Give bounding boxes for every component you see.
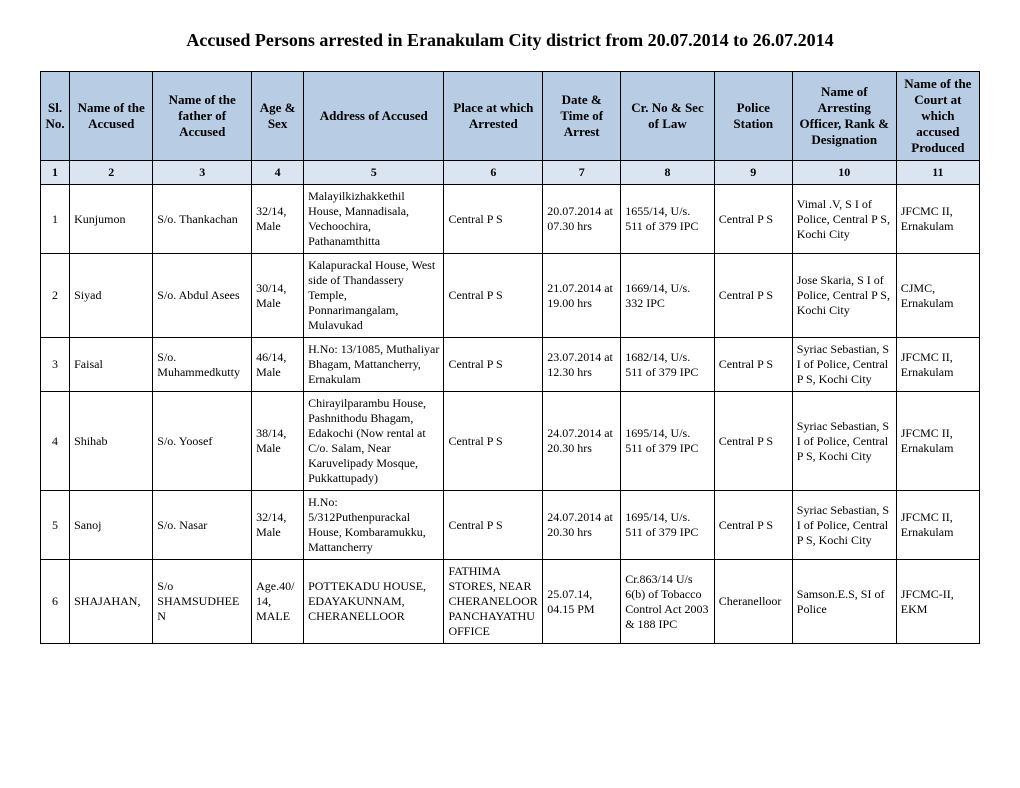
cell-station: Central P S bbox=[714, 392, 792, 491]
cell-name: Shihab bbox=[70, 392, 153, 491]
table-row: 4 Shihab S/o. Yoosef 38/14, Male Chirayi… bbox=[41, 392, 980, 491]
cell-name: SHAJAHAN, bbox=[70, 560, 153, 644]
cell-court: JFCMC-II, EKM bbox=[896, 560, 979, 644]
colnum: 7 bbox=[543, 161, 621, 185]
cell-age: 38/14, Male bbox=[252, 392, 304, 491]
cell-name: Siyad bbox=[70, 254, 153, 338]
colnum: 3 bbox=[153, 161, 252, 185]
cell-address: Kalapurackal House, West side of Thandas… bbox=[304, 254, 444, 338]
cell-sl: 3 bbox=[41, 338, 70, 392]
cell-sl: 4 bbox=[41, 392, 70, 491]
cell-name: Sanoj bbox=[70, 491, 153, 560]
cell-age: 30/14, Male bbox=[252, 254, 304, 338]
cell-crno: 1695/14, U/s. 511 of 379 IPC bbox=[621, 392, 715, 491]
table-row: 1 Kunjumon S/o. Thankachan 32/14, Male M… bbox=[41, 185, 980, 254]
colnum: 9 bbox=[714, 161, 792, 185]
cell-address: H.No: 5/312Puthenpurackal House, Kombara… bbox=[304, 491, 444, 560]
cell-father: S/o. Yoosef bbox=[153, 392, 252, 491]
cell-place: Central P S bbox=[444, 491, 543, 560]
cell-sl: 5 bbox=[41, 491, 70, 560]
cell-officer: Samson.E.S, SI of Police bbox=[792, 560, 896, 644]
colnum: 1 bbox=[41, 161, 70, 185]
colnum: 10 bbox=[792, 161, 896, 185]
cell-address: Chirayilparambu House, Pashnithodu Bhaga… bbox=[304, 392, 444, 491]
cell-court: JFCMC II, Ernakulam bbox=[896, 392, 979, 491]
cell-age: Age.40/14, MALE bbox=[252, 560, 304, 644]
cell-father: S/o SHAMSUDHEEN bbox=[153, 560, 252, 644]
cell-officer: Vimal .V, S I of Police, Central P S, Ko… bbox=[792, 185, 896, 254]
cell-officer: Syriac Sebastian, S I of Police, Central… bbox=[792, 392, 896, 491]
col-age: Age & Sex bbox=[252, 72, 304, 161]
col-place: Place at which Arrested bbox=[444, 72, 543, 161]
col-crno: Cr. No & Sec of Law bbox=[621, 72, 715, 161]
header-row: Sl. No. Name of the Accused Name of the … bbox=[41, 72, 980, 161]
table-row: 6 SHAJAHAN, S/o SHAMSUDHEEN Age.40/14, M… bbox=[41, 560, 980, 644]
col-officer: Name of Arresting Officer, Rank & Design… bbox=[792, 72, 896, 161]
colnum: 6 bbox=[444, 161, 543, 185]
cell-crno: 1695/14, U/s. 511 of 379 IPC bbox=[621, 491, 715, 560]
cell-date: 24.07.2014 at 20.30 hrs bbox=[543, 392, 621, 491]
page-title: Accused Persons arrested in Eranakulam C… bbox=[40, 30, 980, 51]
colnum: 2 bbox=[70, 161, 153, 185]
cell-father: S/o. Nasar bbox=[153, 491, 252, 560]
cell-address: H.No: 13/1085, Muthaliyar Bhagam, Mattan… bbox=[304, 338, 444, 392]
col-address: Address of Accused bbox=[304, 72, 444, 161]
cell-court: JFCMC II, Ernakulam bbox=[896, 185, 979, 254]
cell-place: Central P S bbox=[444, 185, 543, 254]
cell-sl: 1 bbox=[41, 185, 70, 254]
cell-address: Malayilkizhakkethil House, Mannadisala, … bbox=[304, 185, 444, 254]
cell-date: 20.07.2014 at 07.30 hrs bbox=[543, 185, 621, 254]
cell-station: Cheranelloor bbox=[714, 560, 792, 644]
column-number-row: 1 2 3 4 5 6 7 8 9 10 11 bbox=[41, 161, 980, 185]
cell-crno: 1682/14, U/s. 511 of 379 IPC bbox=[621, 338, 715, 392]
table-row: 2 Siyad S/o. Abdul Asees 30/14, Male Kal… bbox=[41, 254, 980, 338]
cell-address: POTTEKADU HOUSE, EDAYAKUNNAM, CHERANELLO… bbox=[304, 560, 444, 644]
cell-place: FATHIMA STORES, NEAR CHERANELOOR PANCHAY… bbox=[444, 560, 543, 644]
cell-officer: Jose Skaria, S I of Police, Central P S,… bbox=[792, 254, 896, 338]
cell-crno: 1669/14, U/s. 332 IPC bbox=[621, 254, 715, 338]
cell-father: S/o. Muhammedkutty bbox=[153, 338, 252, 392]
arrest-table: Sl. No. Name of the Accused Name of the … bbox=[40, 71, 980, 644]
cell-crno: 1655/14, U/s. 511 of 379 IPC bbox=[621, 185, 715, 254]
cell-place: Central P S bbox=[444, 392, 543, 491]
col-sl: Sl. No. bbox=[41, 72, 70, 161]
cell-station: Central P S bbox=[714, 491, 792, 560]
col-date: Date & Time of Arrest bbox=[543, 72, 621, 161]
cell-age: 32/14, Male bbox=[252, 185, 304, 254]
colnum: 4 bbox=[252, 161, 304, 185]
cell-station: Central P S bbox=[714, 254, 792, 338]
cell-court: JFCMC II, Ernakulam bbox=[896, 338, 979, 392]
colnum: 11 bbox=[896, 161, 979, 185]
cell-court: CJMC, Ernakulam bbox=[896, 254, 979, 338]
cell-station: Central P S bbox=[714, 338, 792, 392]
cell-crno: Cr.863/14 U/s 6(b) of Tobacco Control Ac… bbox=[621, 560, 715, 644]
cell-sl: 2 bbox=[41, 254, 70, 338]
cell-sl: 6 bbox=[41, 560, 70, 644]
cell-father: S/o. Thankachan bbox=[153, 185, 252, 254]
cell-place: Central P S bbox=[444, 254, 543, 338]
cell-place: Central P S bbox=[444, 338, 543, 392]
cell-date: 25.07.14, 04.15 PM bbox=[543, 560, 621, 644]
col-court: Name of the Court at which accused Produ… bbox=[896, 72, 979, 161]
cell-father: S/o. Abdul Asees bbox=[153, 254, 252, 338]
cell-date: 23.07.2014 at 12.30 hrs bbox=[543, 338, 621, 392]
cell-name: Faisal bbox=[70, 338, 153, 392]
cell-date: 21.07.2014 at 19.00 hrs bbox=[543, 254, 621, 338]
col-name: Name of the Accused bbox=[70, 72, 153, 161]
cell-officer: Syriac Sebastian, S I of Police, Central… bbox=[792, 491, 896, 560]
cell-station: Central P S bbox=[714, 185, 792, 254]
table-row: 5 Sanoj S/o. Nasar 32/14, Male H.No: 5/3… bbox=[41, 491, 980, 560]
table-row: 3 Faisal S/o. Muhammedkutty 46/14, Male … bbox=[41, 338, 980, 392]
cell-age: 32/14, Male bbox=[252, 491, 304, 560]
cell-age: 46/14, Male bbox=[252, 338, 304, 392]
colnum: 5 bbox=[304, 161, 444, 185]
cell-date: 24.07.2014 at 20.30 hrs bbox=[543, 491, 621, 560]
colnum: 8 bbox=[621, 161, 715, 185]
col-father: Name of the father of Accused bbox=[153, 72, 252, 161]
col-station: Police Station bbox=[714, 72, 792, 161]
cell-court: JFCMC II, Ernakulam bbox=[896, 491, 979, 560]
cell-officer: Syriac Sebastian, S I of Police, Central… bbox=[792, 338, 896, 392]
cell-name: Kunjumon bbox=[70, 185, 153, 254]
